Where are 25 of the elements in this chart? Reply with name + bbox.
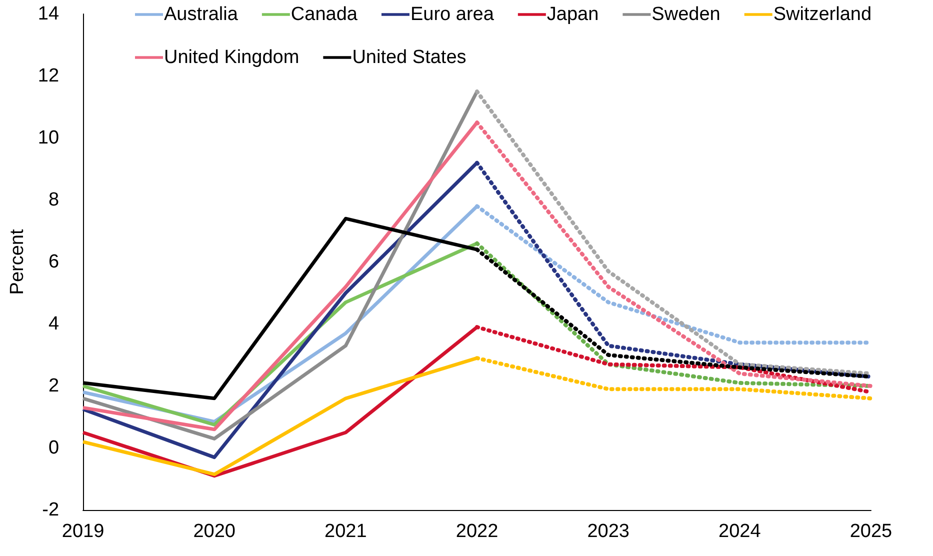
x-tick-label: 2021 [324, 521, 367, 542]
legend-label: Switzerland [773, 4, 872, 25]
legend-label: United States [352, 47, 466, 68]
legend-label: Japan [546, 4, 599, 25]
y-tick-label: 8 [48, 190, 60, 210]
legend-label: Australia [164, 4, 238, 25]
y-axis-title: Percent [7, 228, 28, 295]
y-tick-label: 6 [48, 252, 60, 272]
x-tick-label: 2022 [456, 521, 498, 542]
y-tick-label: 0 [48, 438, 60, 458]
y-tick-label: 2 [48, 376, 60, 396]
y-tick-label: -2 [42, 500, 60, 520]
x-tick-label: 2024 [718, 521, 762, 542]
y-tick-label: 12 [38, 66, 60, 86]
x-tick-label: 2023 [587, 521, 630, 542]
y-tick-label: 14 [38, 4, 60, 24]
x-tick-label: 2025 [850, 521, 892, 542]
x-tick-label: 2019 [62, 521, 104, 542]
x-tick-label: 2020 [193, 521, 236, 542]
legend-label: Sweden [652, 4, 720, 25]
legend-label: Canada [290, 4, 358, 25]
y-tick-label: 4 [48, 314, 60, 334]
legend-label: Euro area [410, 4, 494, 25]
y-tick-label: 10 [38, 128, 60, 148]
legend-label: United Kingdom [164, 47, 300, 68]
